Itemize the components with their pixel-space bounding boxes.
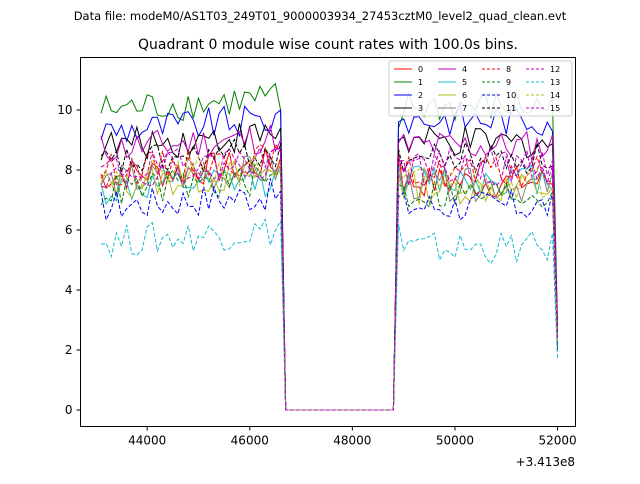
- x-tick-label: 44000: [128, 434, 166, 448]
- legend-label-15: 15: [550, 104, 560, 113]
- y-tick-label: 4: [65, 283, 73, 297]
- x-tick-label: 48000: [333, 434, 371, 448]
- figure-suptitle: Data file: modeM0/AS1T03_249T01_90000039…: [74, 9, 567, 23]
- series-line-3: [100, 123, 558, 411]
- legend-label-6: 6: [462, 91, 467, 100]
- plot-area: [100, 82, 558, 411]
- y-tick-label: 8: [65, 163, 73, 177]
- legend-label-5: 5: [462, 78, 467, 87]
- axes-frame: [80, 57, 576, 427]
- legend-label-3: 3: [418, 104, 423, 113]
- series-line-10: [100, 178, 558, 411]
- series-line-8: [100, 142, 558, 411]
- legend-label-7: 7: [462, 104, 467, 113]
- series-line-7: [100, 155, 558, 411]
- legend-label-10: 10: [506, 91, 516, 100]
- legend-label-4: 4: [462, 65, 467, 74]
- legend-label-0: 0: [418, 65, 423, 74]
- series-line-1: [100, 82, 558, 411]
- legend-label-9: 9: [506, 78, 511, 87]
- series-line-13: [100, 217, 558, 411]
- y-tick-label: 2: [65, 343, 73, 357]
- series-line-14: [101, 154, 558, 411]
- legend-label-8: 8: [506, 65, 511, 74]
- legend-label-13: 13: [550, 78, 560, 87]
- series-line-0: [100, 148, 558, 411]
- y-tick-label: 6: [65, 223, 73, 237]
- y-axis: 0 2 4 6 8 10: [57, 103, 81, 417]
- chart-title: Quadrant 0 module wise count rates with …: [138, 37, 518, 53]
- y-tick-label: 10: [57, 103, 72, 117]
- legend-label-14: 14: [550, 91, 560, 100]
- legend-box: [388, 60, 573, 117]
- series-line-5: [100, 163, 558, 411]
- series-line-15: [100, 146, 558, 411]
- x-tick-label: 46000: [231, 434, 269, 448]
- y-tick-label: 0: [65, 403, 73, 417]
- legend-label-12: 12: [550, 65, 560, 74]
- x-tick-label: 52000: [538, 434, 576, 448]
- x-tick-label: 50000: [436, 434, 474, 448]
- series-line-4: [100, 123, 558, 411]
- series-line-9: [100, 163, 558, 411]
- x-axis: 44000 46000 48000 50000 52000: [128, 426, 577, 448]
- legend-label-11: 11: [506, 104, 516, 113]
- legend-label-1: 1: [418, 78, 423, 87]
- x-offset-label: +3.413e8: [516, 455, 575, 469]
- series-line-6: [100, 160, 558, 411]
- legend-label-2: 2: [418, 91, 423, 100]
- series-line-12: [100, 146, 558, 411]
- series-line-11: [100, 138, 558, 411]
